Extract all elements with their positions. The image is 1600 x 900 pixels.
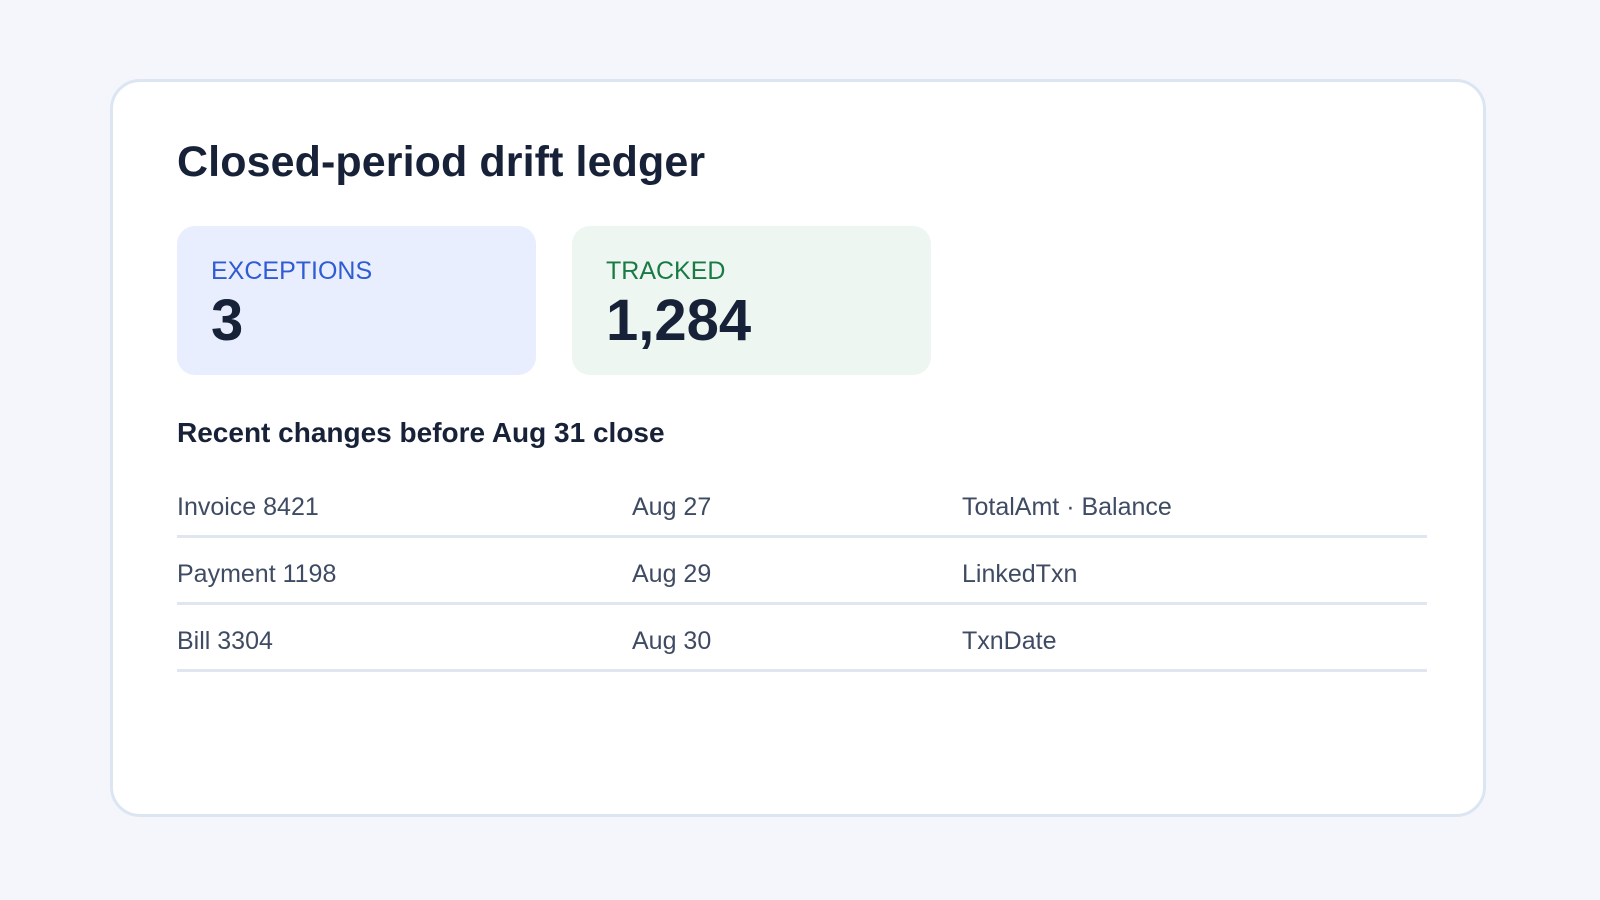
change-date: Aug 29 bbox=[632, 560, 712, 588]
list-item: Invoice 8421 Aug 27 TotalAmt · Balance bbox=[177, 471, 1427, 538]
tracked-count: 1,284 bbox=[606, 288, 752, 353]
record-name: Invoice 8421 bbox=[177, 493, 319, 521]
list-item: Payment 1198 Aug 29 LinkedTxn bbox=[177, 538, 1427, 605]
change-date: Aug 30 bbox=[632, 627, 712, 655]
recent-changes-heading: Recent changes before Aug 31 close bbox=[177, 417, 665, 448]
record-name: Payment 1198 bbox=[177, 560, 337, 588]
page-title: Closed-period drift ledger bbox=[177, 138, 706, 186]
drift-ledger-card: Closed-period drift ledger EXCEPTIONS 3 … bbox=[110, 79, 1486, 817]
exceptions-label: EXCEPTIONS bbox=[211, 257, 373, 285]
exceptions-count: 3 bbox=[211, 288, 244, 353]
recent-changes-list: Invoice 8421 Aug 27 TotalAmt · Balance P… bbox=[177, 471, 1427, 672]
changed-fields: LinkedTxn bbox=[962, 560, 1078, 588]
change-date: Aug 27 bbox=[632, 493, 712, 521]
exceptions-stat-card: EXCEPTIONS 3 bbox=[177, 226, 536, 375]
record-name: Bill 3304 bbox=[177, 627, 273, 655]
stats-row: EXCEPTIONS 3 TRACKED 1,284 bbox=[177, 226, 1419, 375]
tracked-stat-card: TRACKED 1,284 bbox=[572, 226, 931, 375]
changed-fields: TotalAmt · Balance bbox=[962, 493, 1172, 521]
tracked-label: TRACKED bbox=[606, 257, 726, 285]
changed-fields: TxnDate bbox=[962, 627, 1057, 655]
list-item: Bill 3304 Aug 30 TxnDate bbox=[177, 605, 1427, 672]
